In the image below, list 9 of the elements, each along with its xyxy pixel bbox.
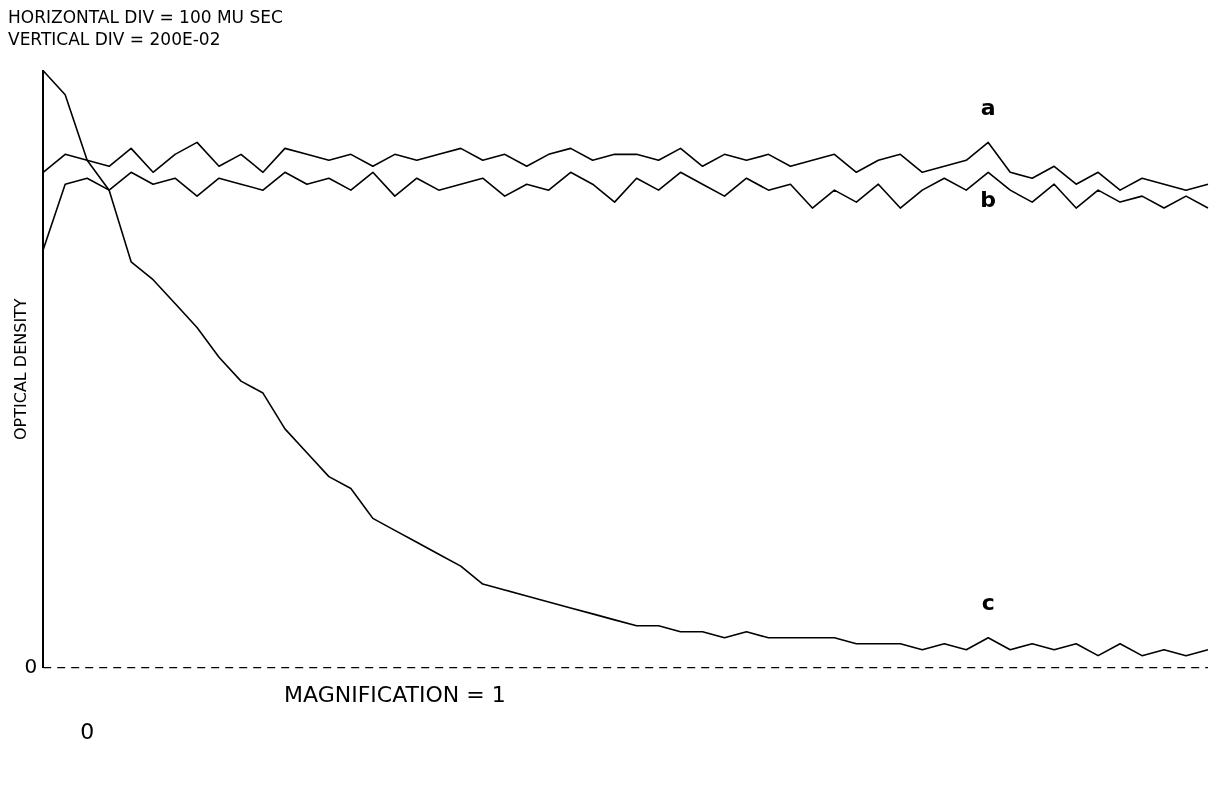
text: MAGNIFICATION = 1 bbox=[284, 682, 506, 708]
series-label: b bbox=[980, 186, 997, 212]
series-label: c bbox=[981, 590, 995, 616]
text: 0 bbox=[80, 719, 95, 745]
chart-subtitle: VERTICAL DIV = 200E-02 bbox=[8, 29, 221, 50]
ref-line-label: 0 bbox=[24, 653, 38, 678]
chart-title: HORIZONTAL DIV = 100 MU SEC bbox=[8, 6, 283, 27]
series-label: a bbox=[980, 95, 996, 121]
y-axis-title: OPTICAL DENSITY bbox=[10, 298, 30, 441]
